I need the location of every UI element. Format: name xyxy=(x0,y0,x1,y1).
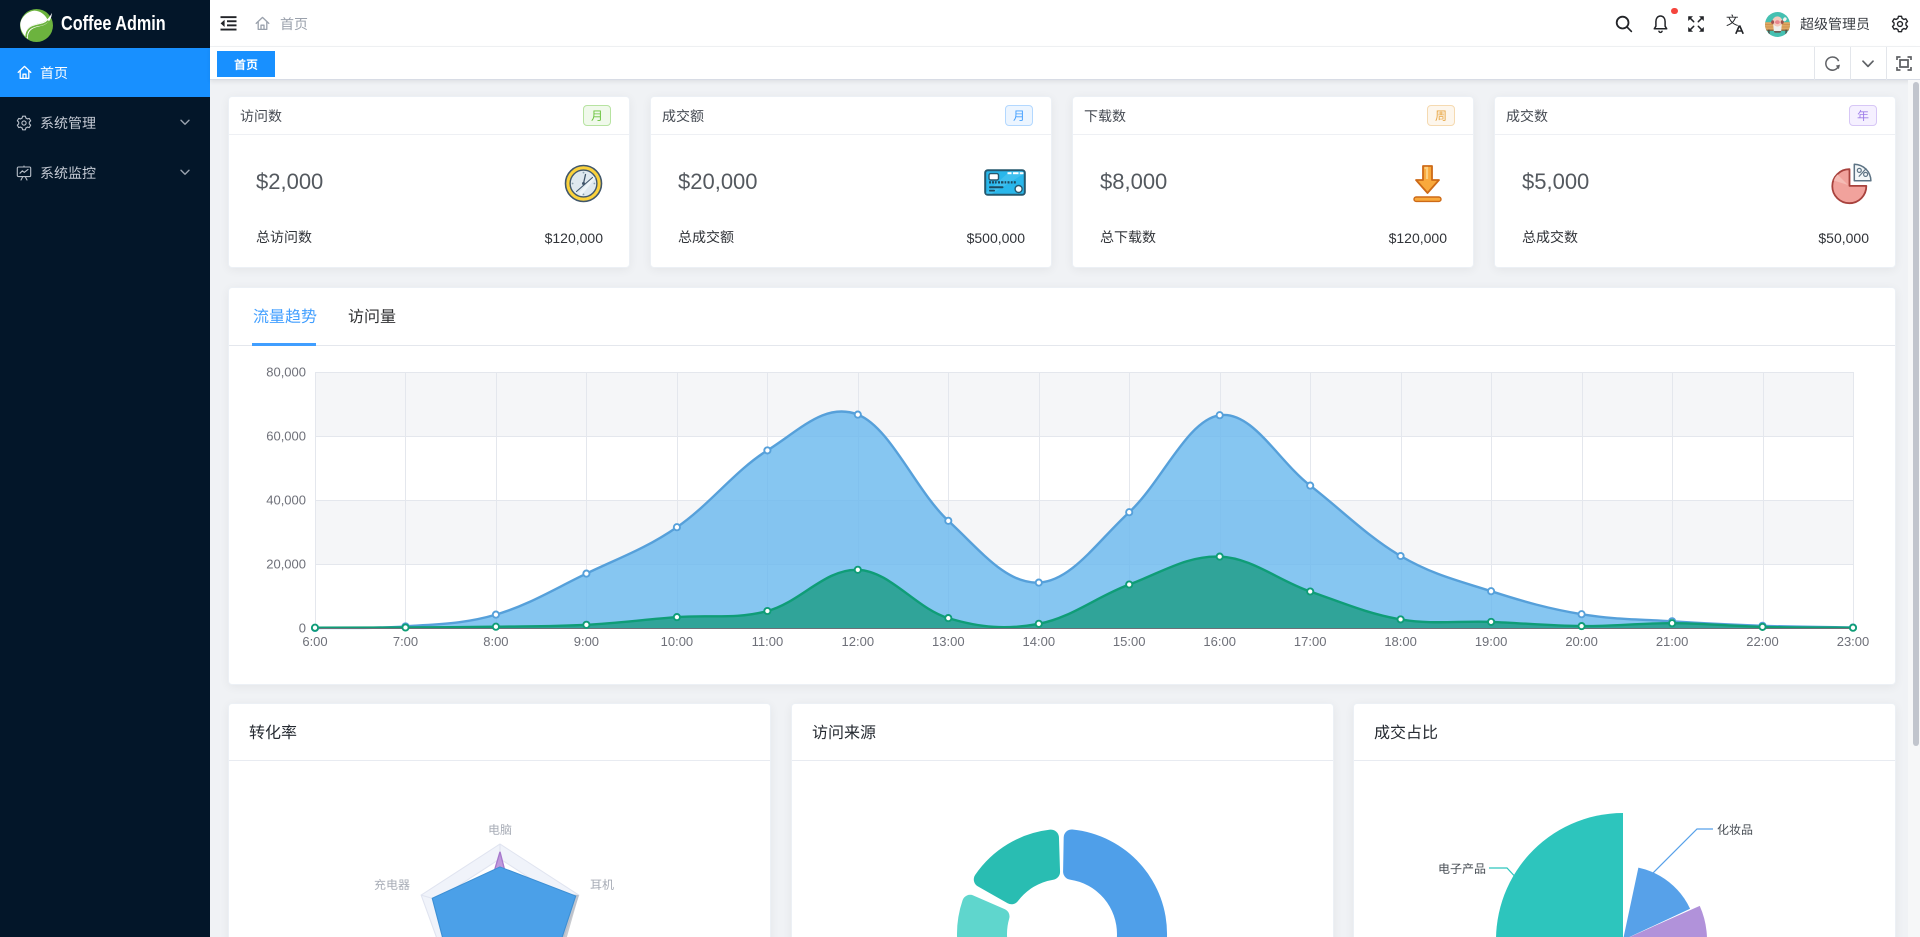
svg-text:12:00: 12:00 xyxy=(842,634,875,649)
svg-text:7:00: 7:00 xyxy=(393,634,418,649)
svg-text:15:00: 15:00 xyxy=(1113,634,1146,649)
svg-text:11:00: 11:00 xyxy=(752,634,784,649)
svg-text:9:00: 9:00 xyxy=(574,634,599,649)
svg-text:0: 0 xyxy=(299,621,306,636)
svg-text:21:00: 21:00 xyxy=(1656,634,1689,649)
svg-text:10:00: 10:00 xyxy=(661,634,694,649)
svg-text:8:00: 8:00 xyxy=(483,634,508,649)
svg-text:22:00: 22:00 xyxy=(1746,634,1779,649)
svg-text:17:00: 17:00 xyxy=(1294,634,1327,649)
svg-text:18:00: 18:00 xyxy=(1384,634,1417,649)
svg-text:60,000: 60,000 xyxy=(266,429,306,444)
svg-text:80,000: 80,000 xyxy=(266,365,306,380)
svg-text:19:00: 19:00 xyxy=(1475,634,1508,649)
svg-text:13:00: 13:00 xyxy=(932,634,965,649)
svg-text:40,000: 40,000 xyxy=(266,493,306,508)
svg-text:20,000: 20,000 xyxy=(266,557,306,572)
svg-text:16:00: 16:00 xyxy=(1203,634,1236,649)
svg-text:23:00: 23:00 xyxy=(1837,634,1870,649)
svg-text:6:00: 6:00 xyxy=(302,634,327,649)
svg-text:20:00: 20:00 xyxy=(1565,634,1598,649)
svg-text:14:00: 14:00 xyxy=(1023,634,1056,649)
